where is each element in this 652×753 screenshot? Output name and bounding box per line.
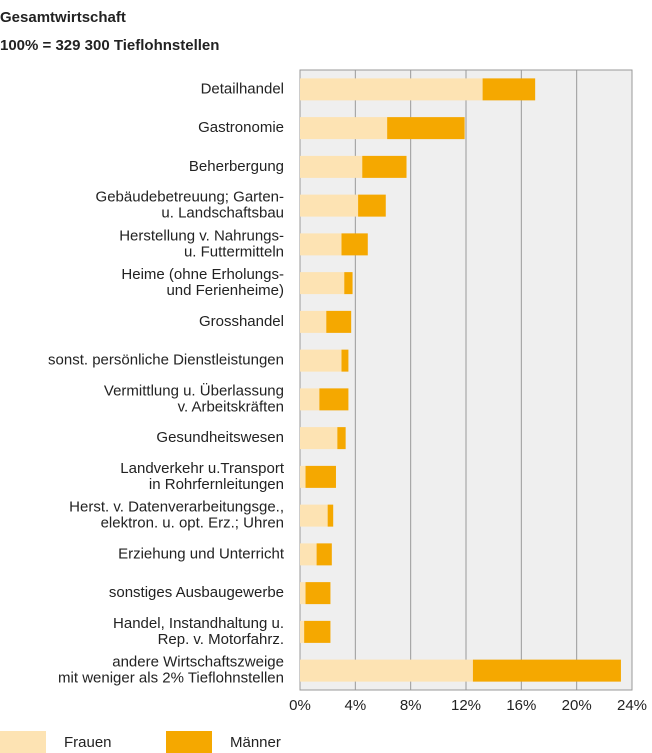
bar [300,465,306,488]
x-tick-label: 4% [344,697,366,714]
y-tick-label: Handel, Instandhaltung u. Rep. v. Motorfa… [113,615,284,648]
bar [387,117,465,140]
bar [319,388,349,411]
y-tick-label: sonstiges Ausbaugewerbe [109,584,284,601]
bar [300,388,320,411]
bar [300,272,345,295]
bar [300,620,305,643]
bar [341,349,349,372]
bar [358,194,386,217]
chart-subtitle: 100% = 329 300 Tieflohnstellen [0,37,219,54]
bar [300,659,473,682]
bar [482,78,536,101]
y-tick-label: Landverkehr u.Transport in Rohrfernleitun… [120,460,285,493]
bar [305,582,331,605]
y-tick-label: Gebäudebetreuung; Garten-u. Landschaftsb… [96,189,284,222]
x-tick-label: 12% [451,697,481,714]
x-tick-label: 20% [562,697,592,714]
bar [300,349,342,372]
y-tick-label: Vermittlung u. Überlassung v. Arbeitskräf… [104,381,284,415]
bar [300,427,338,450]
legend-label: Frauen [64,734,112,751]
bar [341,233,368,256]
bar [300,194,359,217]
x-tick-label: 16% [506,697,536,714]
y-tick-label: Erziehung und Unterricht [118,545,285,562]
bar [300,543,317,566]
bar [327,504,334,527]
bar [305,465,336,488]
bar [300,582,306,605]
bar [300,310,327,333]
y-tick-label: Herst. v. Datenverarbeitungsge., elektron… [69,499,284,532]
plot-border [299,69,633,691]
y-tick-label: Gastronomie [198,119,284,136]
bar [304,620,331,643]
bar [344,272,353,295]
y-tick-label: Gesundheitswesen [156,429,284,446]
bar [472,659,621,682]
y-tick-label: Grosshandel [199,313,284,330]
y-tick-label: Herstellung v. Nahrungs-u. Futtermitteln [119,227,284,260]
legend-swatch [166,731,212,753]
legend-label: Männer [230,734,281,751]
bar [300,117,388,140]
x-tick-label: 8% [400,697,422,714]
bar [326,310,352,333]
bar [300,233,342,256]
y-tick-label: Beherbergung [189,158,284,175]
y-tick-label: Detailhandel [201,80,284,97]
y-tick-label: Heime (ohne Erholungs-und Ferienheime) [121,266,284,299]
bar [362,155,407,178]
bar [316,543,332,566]
bar [337,427,346,450]
y-tick-label: andere Wirtschaftszweige mit weniger als … [58,654,284,687]
chart-title: Gesamtwirtschaft [0,9,126,26]
legend-swatch [0,731,46,753]
bar [300,78,483,101]
x-tick-label: 0% [289,697,311,714]
bar [300,504,328,527]
bar [300,155,363,178]
y-tick-label: sonst. persönliche Dienstleistungen [48,352,284,369]
x-tick-label: 24% [617,697,647,714]
